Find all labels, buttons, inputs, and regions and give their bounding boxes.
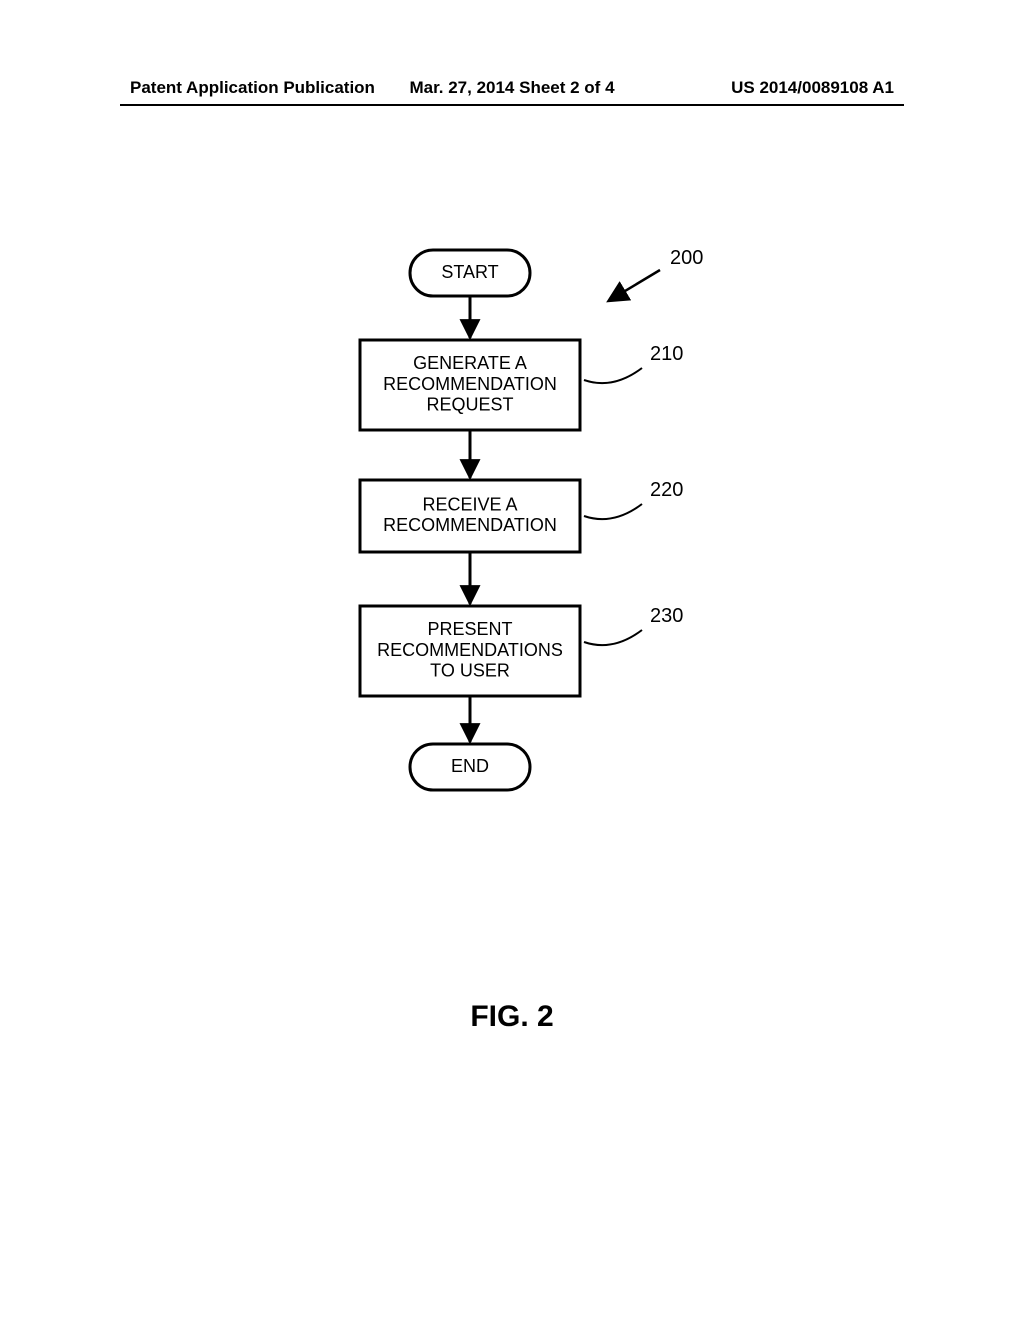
header-date-sheet: Mar. 27, 2014 Sheet 2 of 4 [409, 78, 614, 98]
flow-node-text: REQUEST [426, 394, 513, 414]
page-header: Patent Application Publication Mar. 27, … [0, 78, 1024, 102]
flow-node-text: RECOMMENDATION [383, 515, 557, 535]
flow-node-n230: PRESENTRECOMMENDATIONSTO USER [360, 606, 580, 696]
flow-node-text: END [451, 756, 489, 776]
flow-node-text: RECOMMENDATION [383, 374, 557, 394]
ref-label: 200 [670, 247, 703, 269]
figure-caption: FIG. 2 [470, 1000, 553, 1034]
page: Patent Application Publication Mar. 27, … [0, 0, 1024, 1320]
flow-node-n220: RECEIVE ARECOMMENDATION [360, 480, 580, 552]
header-pub-number: US 2014/0089108 A1 [731, 78, 894, 98]
header-rule [120, 104, 904, 106]
ref-leader [584, 504, 642, 519]
flow-node-text: START [441, 262, 498, 282]
ref-leader [610, 270, 660, 300]
flow-node-n210: GENERATE ARECOMMENDATIONREQUEST [360, 340, 580, 430]
flow-node-text: RECOMMENDATIONS [377, 640, 563, 660]
header-row: Patent Application Publication Mar. 27, … [0, 78, 1024, 102]
ref-label: 220 [650, 479, 683, 501]
flow-node-text: GENERATE A [413, 353, 527, 373]
ref-label: 230 [650, 605, 683, 627]
flowchart: STARTGENERATE ARECOMMENDATIONREQUESTRECE… [250, 230, 770, 910]
ref-leader [584, 630, 642, 645]
flow-node-text: RECEIVE A [422, 494, 517, 514]
flow-node-start: START [410, 250, 530, 296]
flow-node-text: TO USER [430, 660, 510, 680]
flow-node-text: PRESENT [427, 619, 512, 639]
header-publication: Patent Application Publication [130, 78, 375, 98]
ref-leader [584, 368, 642, 383]
ref-label: 210 [650, 343, 683, 365]
flow-node-end: END [410, 744, 530, 790]
